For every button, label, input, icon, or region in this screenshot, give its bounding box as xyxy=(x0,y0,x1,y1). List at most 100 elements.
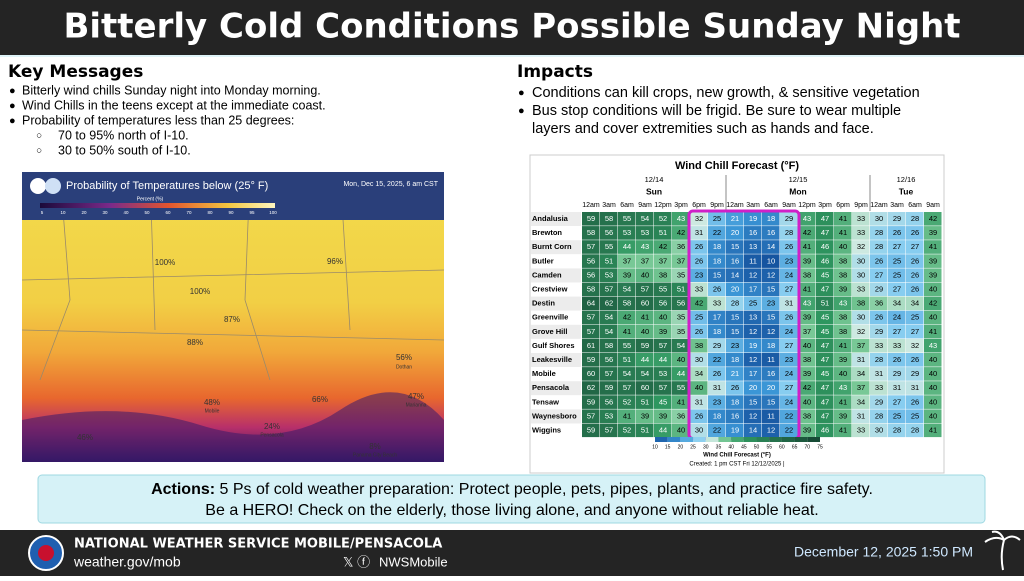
cell-value: 14 xyxy=(749,426,757,435)
cell-value: 41 xyxy=(677,397,685,406)
cell-value: 22 xyxy=(785,411,793,420)
cell-value: 51 xyxy=(605,256,613,265)
cell-value: 35 xyxy=(677,327,685,336)
cell-value: 27 xyxy=(875,270,883,279)
cell-value: 56 xyxy=(587,256,595,265)
cell-value: 28 xyxy=(875,242,883,251)
office: NATIONAL WEATHER SERVICE MOBILE/PENSACOL… xyxy=(74,537,442,552)
cell xyxy=(924,367,942,381)
cell xyxy=(582,240,600,254)
colorbar-seg xyxy=(693,437,706,442)
cell xyxy=(780,409,798,423)
cell-value: 26 xyxy=(911,355,919,364)
cell-value: 53 xyxy=(659,369,667,378)
cell xyxy=(744,310,762,325)
cell xyxy=(618,296,636,311)
cell xyxy=(744,226,762,240)
time: 9pm xyxy=(710,202,724,209)
cell-value: 54 xyxy=(605,327,613,336)
cell xyxy=(888,409,906,423)
cell xyxy=(762,296,780,311)
cell-value: 56 xyxy=(677,299,685,308)
cell-value: 33 xyxy=(695,285,703,294)
cell-value: 47 xyxy=(821,285,829,294)
cell xyxy=(798,395,816,409)
cell-value: 47 xyxy=(821,397,829,406)
cell xyxy=(654,212,672,226)
cell xyxy=(654,367,672,381)
cell xyxy=(618,240,636,254)
cell xyxy=(654,324,672,339)
row-label: Waynesboro xyxy=(532,411,577,420)
cell xyxy=(780,282,798,297)
cell-value: 59 xyxy=(587,397,595,406)
cell xyxy=(636,324,654,339)
cell xyxy=(582,310,600,325)
colorbar-seg xyxy=(769,437,782,442)
cell xyxy=(780,395,798,409)
cell xyxy=(888,240,906,254)
cell xyxy=(816,282,834,297)
cell-value: 15 xyxy=(749,397,757,406)
cell xyxy=(780,268,798,282)
cell-value: 21 xyxy=(731,214,739,223)
cell-value: 26 xyxy=(713,369,721,378)
cell xyxy=(924,296,942,311)
cell xyxy=(600,310,618,325)
cell xyxy=(744,395,762,409)
cell-value: 38 xyxy=(839,270,847,279)
colorbar-seg xyxy=(781,437,795,442)
cell xyxy=(816,324,834,339)
cell xyxy=(618,268,636,282)
cell-value: 18 xyxy=(767,214,775,223)
cell-value: 41 xyxy=(839,341,847,350)
cell xyxy=(852,409,870,423)
cell-value: 34 xyxy=(695,369,703,378)
cell xyxy=(834,212,852,226)
row-label-bg xyxy=(531,282,581,297)
cell-value: 26 xyxy=(785,242,793,251)
cell xyxy=(672,324,690,339)
map-coast xyxy=(22,392,444,462)
cell xyxy=(780,381,798,395)
map-header xyxy=(22,172,444,220)
cell-value: 41 xyxy=(929,327,937,336)
cell xyxy=(708,353,726,367)
cell xyxy=(834,268,852,282)
cell xyxy=(654,353,672,367)
cell-value: 52 xyxy=(623,397,631,406)
cell xyxy=(888,282,906,297)
cell-value: 20 xyxy=(767,383,775,392)
key-message: Wind Chills in the teens except at the i… xyxy=(22,98,326,112)
cell-value: 53 xyxy=(623,228,631,237)
sub-bullet: ○ xyxy=(36,131,42,142)
cell-value: 18 xyxy=(713,242,721,251)
cell-value: 15 xyxy=(731,327,739,336)
cell-value: 58 xyxy=(587,228,595,237)
cell-value: 45 xyxy=(821,313,829,322)
cell xyxy=(816,395,834,409)
cell xyxy=(924,353,942,367)
cell xyxy=(816,353,834,367)
cell xyxy=(798,324,816,339)
map-label: Panama City Beach xyxy=(353,452,397,458)
cell xyxy=(852,423,870,438)
cell-value: 39 xyxy=(659,327,667,336)
cell xyxy=(906,353,924,367)
cell-value: 28 xyxy=(731,299,739,308)
cell-value: 47 xyxy=(821,341,829,350)
map-label: Marianna xyxy=(406,402,427,408)
cell xyxy=(726,395,744,409)
cell xyxy=(744,338,762,353)
cell xyxy=(834,240,852,254)
cell-value: 42 xyxy=(929,214,937,223)
cell xyxy=(852,254,870,268)
cell xyxy=(726,381,744,395)
cell-value: 57 xyxy=(605,369,613,378)
cell xyxy=(690,367,708,381)
map-label: 48% xyxy=(204,398,220,407)
cell xyxy=(618,395,636,409)
cell xyxy=(726,353,744,367)
cell xyxy=(762,240,780,254)
cell xyxy=(798,338,816,353)
